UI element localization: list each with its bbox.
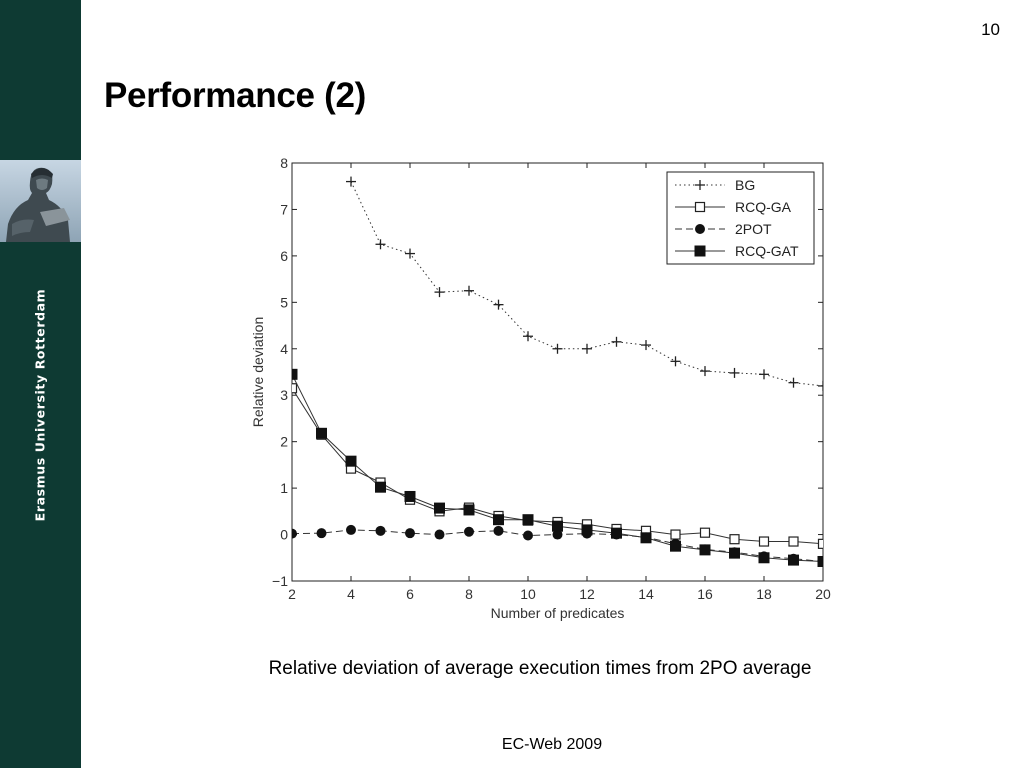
x-axis-label: Number of predicates	[491, 605, 625, 621]
data-point	[552, 520, 563, 532]
data-point	[346, 524, 356, 535]
chart-caption: Relative deviation of average execution …	[268, 658, 812, 679]
data-point	[788, 554, 799, 566]
data-point	[670, 540, 681, 552]
legend: BG RCQ-GA 2POT RCQ-GAT	[666, 171, 815, 265]
y-tick-label: 4	[280, 341, 288, 357]
data-point	[729, 547, 740, 559]
data-point	[552, 529, 563, 540]
data-point	[699, 544, 711, 556]
x-tick-label: 6	[406, 586, 414, 602]
y-tick-label: 0	[280, 527, 288, 543]
legend-label: RCQ-GAT	[735, 243, 799, 259]
y-tick-label: 8	[280, 155, 288, 171]
y-tick-label: 6	[280, 248, 288, 264]
data-point	[405, 528, 415, 539]
x-tick-label: 16	[697, 586, 713, 602]
y-tick-label: 7	[280, 201, 288, 217]
slide-number: 10	[981, 20, 1000, 39]
y-tick-label: 3	[280, 387, 288, 403]
x-tick-label: 20	[815, 586, 831, 602]
data-point	[582, 343, 592, 354]
data-point	[434, 529, 445, 540]
institution-name: Erasmus University Rotterdam	[32, 288, 48, 522]
data-point	[694, 245, 706, 257]
data-point	[611, 336, 622, 347]
legend-box	[666, 171, 815, 265]
x-tick-label: 12	[579, 586, 595, 602]
y-tick-label: 5	[280, 294, 288, 310]
data-point	[818, 380, 823, 391]
data-point	[346, 176, 356, 187]
legend-label: BG	[735, 177, 755, 193]
data-point	[694, 201, 706, 213]
data-point	[316, 427, 327, 439]
data-point	[788, 377, 799, 388]
chart: 2 4 6 8 10 12 14 16 18 20 −1 0 1 2 3 4 5 6 7 8 Number of pre…	[240, 152, 850, 637]
data-point	[434, 287, 445, 298]
data-point	[375, 525, 386, 536]
x-tick-label: 4	[347, 586, 355, 602]
legend-label: RCQ-GA	[735, 199, 792, 215]
data-point	[758, 536, 770, 547]
data-point	[405, 248, 415, 259]
data-point	[292, 368, 298, 380]
data-point	[758, 552, 770, 564]
y-tick-label: −1	[272, 573, 288, 589]
data-point	[788, 536, 799, 547]
slide-title: Performance (2)	[104, 76, 366, 115]
legend-label: 2POT	[735, 221, 772, 237]
data-point	[464, 285, 474, 296]
data-point	[670, 529, 681, 540]
data-point	[729, 367, 740, 378]
data-point	[759, 369, 769, 380]
x-tick-label: 18	[756, 586, 772, 602]
data-point	[493, 525, 504, 536]
data-point	[817, 538, 823, 549]
data-point	[523, 331, 533, 342]
y-tick-label: 2	[280, 434, 288, 450]
data-point	[700, 366, 710, 377]
y-axis-label: Relative deviation	[250, 317, 266, 428]
erasmus-statue-picture	[0, 160, 81, 242]
data-point	[493, 514, 504, 526]
data-point	[581, 524, 593, 536]
data-point	[464, 526, 474, 537]
data-point	[493, 299, 504, 310]
series-bg	[346, 176, 823, 391]
sidebar: Erasmus University Rotterdam	[0, 0, 81, 768]
data-point	[699, 527, 711, 538]
erasmus-statue-image	[0, 160, 81, 242]
x-tick-label: 2	[288, 586, 296, 602]
x-tick-label: 8	[465, 586, 473, 602]
data-point	[670, 356, 681, 367]
data-point	[695, 224, 705, 234]
x-tick-label: 10	[520, 586, 536, 602]
data-point	[552, 343, 563, 354]
data-point	[817, 555, 823, 567]
data-point	[640, 532, 652, 544]
data-point	[375, 481, 386, 493]
data-point	[345, 455, 357, 467]
data-point	[316, 528, 327, 539]
data-point	[463, 504, 475, 516]
footer-text: EC-Web 2009	[501, 736, 603, 753]
data-point	[522, 514, 534, 526]
data-point	[729, 534, 740, 545]
data-point	[404, 490, 416, 502]
data-point	[523, 530, 533, 541]
data-point	[611, 527, 622, 539]
data-point	[434, 502, 445, 514]
data-point	[695, 180, 705, 190]
x-tick-label: 14	[638, 586, 654, 602]
data-point	[292, 383, 298, 394]
series-rcq-gat	[292, 368, 823, 567]
data-point	[641, 340, 651, 351]
data-point	[375, 239, 386, 250]
y-tick-label: 1	[280, 480, 288, 496]
data-point	[292, 528, 297, 539]
